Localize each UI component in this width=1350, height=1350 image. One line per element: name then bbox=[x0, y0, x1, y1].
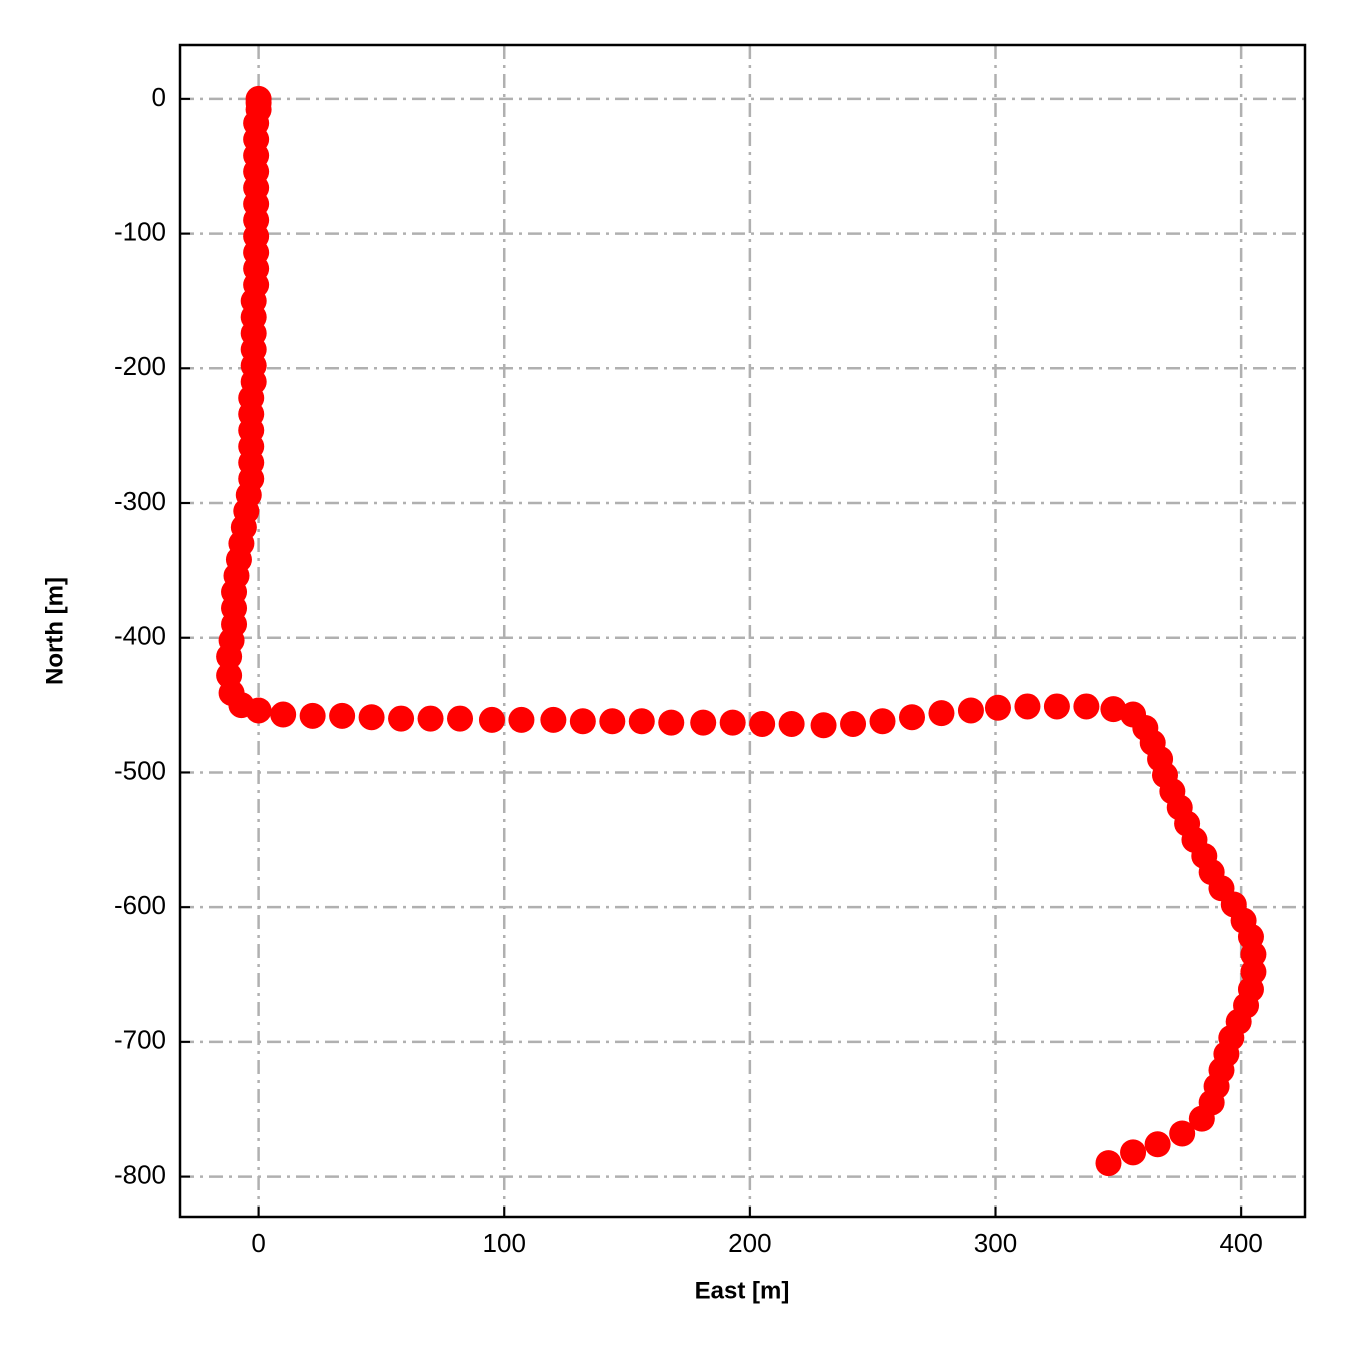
point bbox=[898, 704, 925, 731]
y-tick-label: -400 bbox=[114, 621, 166, 651]
point bbox=[478, 706, 505, 733]
y-tick-label: -700 bbox=[114, 1025, 166, 1055]
point bbox=[245, 697, 272, 724]
point bbox=[1014, 693, 1041, 720]
point bbox=[569, 708, 596, 735]
y-tick-label: -100 bbox=[114, 216, 166, 246]
point bbox=[778, 710, 805, 737]
x-tick-label: 100 bbox=[483, 1228, 526, 1258]
point bbox=[508, 706, 535, 733]
point bbox=[417, 705, 444, 732]
y-tick-label: -500 bbox=[114, 755, 166, 785]
x-axis-label: East [m] bbox=[695, 1277, 790, 1304]
point bbox=[329, 702, 356, 729]
point bbox=[599, 708, 626, 735]
y-tick-label: -800 bbox=[114, 1159, 166, 1189]
point bbox=[1188, 1105, 1215, 1132]
point bbox=[447, 705, 474, 732]
plot-frame bbox=[178, 43, 1307, 1219]
x-tick-label: 200 bbox=[728, 1228, 771, 1258]
x-tick-label: 400 bbox=[1219, 1228, 1262, 1258]
point bbox=[1144, 1131, 1171, 1158]
point bbox=[216, 643, 243, 670]
point bbox=[1095, 1150, 1122, 1177]
point bbox=[270, 701, 297, 728]
point bbox=[1120, 1139, 1147, 1166]
point bbox=[1043, 693, 1070, 720]
point bbox=[749, 710, 776, 737]
point bbox=[690, 709, 717, 736]
point bbox=[928, 700, 955, 727]
y-tick-label: 0 bbox=[152, 82, 166, 112]
point bbox=[299, 702, 326, 729]
y-tick-label: -600 bbox=[114, 890, 166, 920]
x-tick-label: 0 bbox=[251, 1228, 265, 1258]
point bbox=[1100, 696, 1127, 723]
point bbox=[957, 697, 984, 724]
point bbox=[540, 706, 567, 733]
x-tick-label: 300 bbox=[974, 1228, 1017, 1258]
point bbox=[869, 708, 896, 735]
point bbox=[719, 709, 746, 736]
y-axis-label: North [m] bbox=[41, 577, 68, 685]
y-tick-label: -200 bbox=[114, 351, 166, 381]
point bbox=[810, 712, 837, 739]
point bbox=[1169, 1120, 1196, 1147]
point bbox=[1073, 693, 1100, 720]
point bbox=[388, 705, 415, 732]
y-tick-label: -300 bbox=[114, 486, 166, 516]
point bbox=[984, 694, 1011, 721]
point bbox=[658, 709, 685, 736]
point bbox=[628, 708, 655, 735]
point bbox=[358, 704, 385, 731]
point bbox=[840, 710, 867, 737]
